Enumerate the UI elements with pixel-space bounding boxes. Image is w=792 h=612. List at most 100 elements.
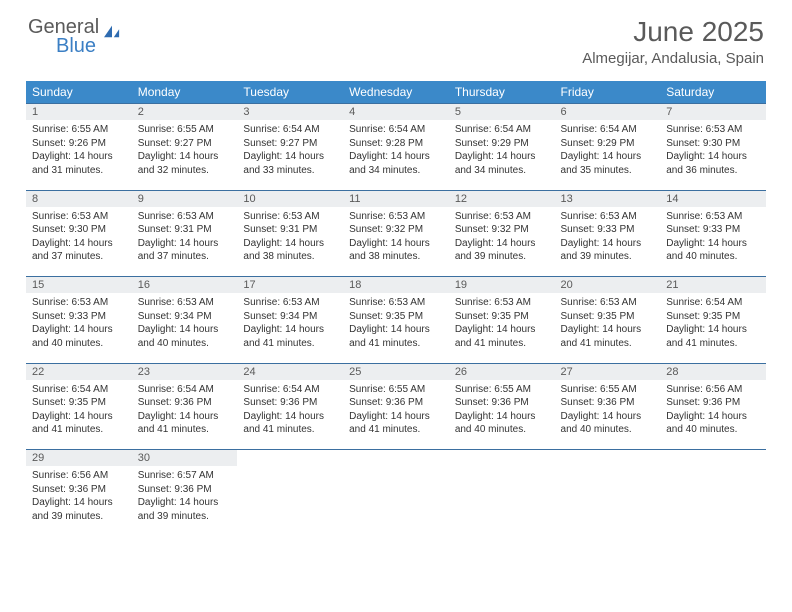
daylight-line: Daylight: 14 hours and 38 minutes. [349,237,443,264]
sunrise-line: Sunrise: 6:54 AM [243,383,337,397]
daylight-line: Daylight: 14 hours and 41 minutes. [32,410,126,437]
sunset-line: Sunset: 9:26 PM [32,137,126,151]
weekday-saturday: Saturday [660,81,766,104]
sunset-line: Sunset: 9:36 PM [666,396,760,410]
sunrise-line: Sunrise: 6:53 AM [138,296,232,310]
weekday-wednesday: Wednesday [343,81,449,104]
day-number: 23 [132,363,238,380]
daylight-line: Daylight: 14 hours and 41 minutes. [455,323,549,350]
sunset-line: Sunset: 9:32 PM [349,223,443,237]
day-number: 26 [449,363,555,380]
sunset-line: Sunset: 9:27 PM [243,137,337,151]
weekday-friday: Friday [555,81,661,104]
sunrise-line: Sunrise: 6:53 AM [455,296,549,310]
day-content-row: Sunrise: 6:53 AMSunset: 9:33 PMDaylight:… [26,293,766,363]
day-cell: Sunrise: 6:54 AMSunset: 9:35 PMDaylight:… [26,380,132,450]
sunset-line: Sunset: 9:31 PM [243,223,337,237]
daylight-line: Daylight: 14 hours and 34 minutes. [455,150,549,177]
day-number: 24 [237,363,343,380]
sunset-line: Sunset: 9:35 PM [32,396,126,410]
day-number: 29 [26,450,132,467]
day-cell [660,466,766,536]
sunrise-line: Sunrise: 6:53 AM [138,210,232,224]
sunrise-line: Sunrise: 6:56 AM [32,469,126,483]
sunrise-line: Sunrise: 6:57 AM [138,469,232,483]
sunset-line: Sunset: 9:35 PM [349,310,443,324]
sunset-line: Sunset: 9:35 PM [455,310,549,324]
sunset-line: Sunset: 9:28 PM [349,137,443,151]
day-cell: Sunrise: 6:53 AMSunset: 9:32 PMDaylight:… [449,207,555,277]
sunrise-line: Sunrise: 6:55 AM [561,383,655,397]
day-number: 22 [26,363,132,380]
day-number: 17 [237,277,343,294]
day-cell: Sunrise: 6:53 AMSunset: 9:30 PMDaylight:… [660,120,766,190]
day-number: 20 [555,277,661,294]
day-content-row: Sunrise: 6:56 AMSunset: 9:36 PMDaylight:… [26,466,766,536]
sunset-line: Sunset: 9:27 PM [138,137,232,151]
daylight-line: Daylight: 14 hours and 40 minutes. [138,323,232,350]
sunset-line: Sunset: 9:35 PM [666,310,760,324]
day-number: 11 [343,190,449,207]
day-cell: Sunrise: 6:56 AMSunset: 9:36 PMDaylight:… [660,380,766,450]
sunset-line: Sunset: 9:33 PM [561,223,655,237]
day-content-row: Sunrise: 6:53 AM Sunset: 9:30 PM Daylight:… [26,207,766,277]
sunset-line: Sunset: 9:36 PM [561,396,655,410]
daylight-line: Daylight: 14 hours and 37 minutes. [138,237,232,264]
day-number [343,450,449,467]
day-number: 18 [343,277,449,294]
sunrise-line: Sunrise: 6:53 AM [666,123,760,137]
day-number: 14 [660,190,766,207]
day-cell: Sunrise: 6:53 AMSunset: 9:33 PMDaylight:… [660,207,766,277]
day-number: 10 [237,190,343,207]
daylight-line: Daylight: 14 hours and 34 minutes. [349,150,443,177]
sunset-line: Sunset: 9:36 PM [138,483,232,497]
day-cell: Sunrise: 6:54 AMSunset: 9:29 PMDaylight:… [555,120,661,190]
day-cell [237,466,343,536]
daylight-line: Daylight: 14 hours and 39 minutes. [455,237,549,264]
sunset-line: Sunset: 9:29 PM [455,137,549,151]
sunrise-line: Sunrise: 6:55 AM [138,123,232,137]
sunset-line: Sunset: 9:31 PM [138,223,232,237]
day-cell: Sunrise: 6:54 AMSunset: 9:27 PMDaylight:… [237,120,343,190]
day-number: 16 [132,277,238,294]
weekday-thursday: Thursday [449,81,555,104]
logo: GeneralBlue [28,16,123,58]
sunrise-line: Sunrise: 6:53 AM [455,210,549,224]
day-number: 1 [26,104,132,121]
day-number: 25 [343,363,449,380]
day-number: 9 [132,190,238,207]
sunset-line: Sunset: 9:36 PM [455,396,549,410]
sunset-line: Sunset: 9:29 PM [561,137,655,151]
daylight-line: Daylight: 14 hours and 40 minutes. [561,410,655,437]
daylight-line: Daylight: 14 hours and 31 minutes. [32,150,126,177]
day-number-row: 2930 [26,450,766,467]
weekday-sunday: Sunday [26,81,132,104]
sunrise-line: Sunrise: 6:54 AM [561,123,655,137]
sunset-line: Sunset: 9:33 PM [666,223,760,237]
day-cell: Sunrise: 6:54 AMSunset: 9:36 PMDaylight:… [237,380,343,450]
day-number: 12 [449,190,555,207]
sunrise-line: Sunrise: 6:54 AM [349,123,443,137]
sunrise-line: Sunrise: 6:54 AM [32,383,126,397]
sunset-line: Sunset: 9:36 PM [138,396,232,410]
sunrise-line: Sunrise: 6:54 AM [455,123,549,137]
day-number: 13 [555,190,661,207]
day-cell: Sunrise: 6:55 AMSunset: 9:36 PMDaylight:… [449,380,555,450]
day-number-row: 15161718192021 [26,277,766,294]
sunset-line: Sunset: 9:35 PM [561,310,655,324]
day-number-row: 1234567 [26,104,766,121]
sunset-line: Sunset: 9:30 PM [666,137,760,151]
day-cell: Sunrise: 6:54 AMSunset: 9:36 PMDaylight:… [132,380,238,450]
sunrise-line: Sunrise: 6:53 AM [243,296,337,310]
sunset-line: Sunset: 9:30 PM [32,223,126,237]
daylight-line: Daylight: 14 hours and 41 minutes. [349,323,443,350]
day-cell: Sunrise: 6:53 AMSunset: 9:30 PMDaylight:… [26,207,132,277]
day-number [449,450,555,467]
day-number [660,450,766,467]
sunset-line: Sunset: 9:34 PM [243,310,337,324]
sunrise-line: Sunrise: 6:53 AM [349,296,443,310]
sunrise-line: Sunrise: 6:55 AM [455,383,549,397]
day-number-row: 891011121314 [26,190,766,207]
day-number-row: 22232425262728 [26,363,766,380]
daylight-line: Daylight: 14 hours and 39 minutes. [561,237,655,264]
